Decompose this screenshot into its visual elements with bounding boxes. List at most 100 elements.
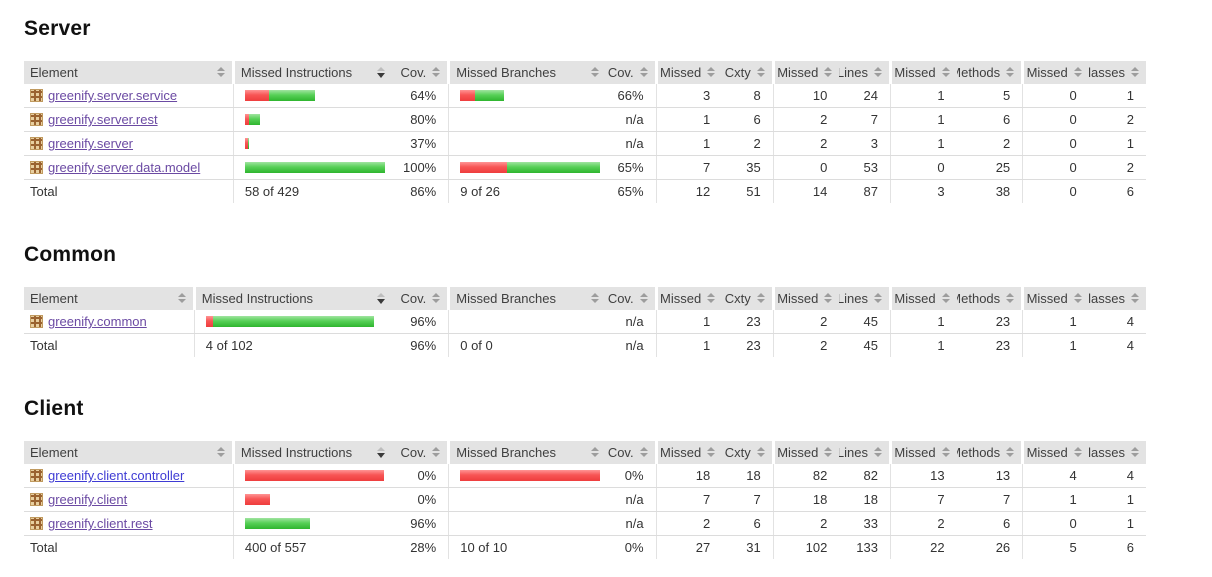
coverage-section-common: Common Element Missed Instructions Cov. Miss… [24, 243, 1188, 358]
column-header-8-lines[interactable]: Lines [839, 441, 891, 465]
package-link[interactable]: greenify.common [48, 314, 147, 330]
metric-cell: 5 [956, 84, 1023, 109]
bar-covered-segment [248, 114, 260, 126]
package-link[interactable]: greenify.server.service [48, 88, 178, 104]
total-metric-cell: 38 [995, 184, 1011, 200]
column-header-8-lines[interactable]: Lines [839, 287, 891, 311]
bar-covered-segment [212, 316, 374, 328]
column-header-1-missed-instructions[interactable]: Missed Instructions [192, 287, 392, 311]
column-header-1-missed-instructions[interactable]: Missed Instructions [231, 441, 392, 465]
metric-cell: 3 [655, 84, 723, 109]
coverage-bar [244, 90, 386, 102]
table-row: greenify.client.controller 0% 0% 18 18 82 82 13… [24, 464, 1146, 489]
table-row: greenify.common 96% n/a 1 23 2 45 1 23 1 4 [24, 310, 1146, 335]
column-header-6-cxty[interactable]: Cxty [722, 61, 774, 85]
sort-updown-icon [873, 447, 883, 458]
column-header-5-missed[interactable]: Missed [654, 287, 723, 311]
column-header-8-lines[interactable]: Lines [839, 61, 891, 85]
column-header-label: Cxty [724, 445, 751, 461]
column-header-0-element[interactable]: Element [24, 61, 234, 85]
package-link[interactable]: greenify.server.data.model [48, 160, 201, 176]
total-metric-cell: 4 [1126, 338, 1134, 354]
column-header-11-missed[interactable]: Missed [1021, 61, 1089, 85]
metric-cell: 0 [772, 155, 840, 181]
package-link[interactable]: greenify.client.controller [48, 468, 185, 484]
column-header-label: Missed Instructions [201, 291, 314, 307]
package-link[interactable]: greenify.server [48, 136, 134, 152]
column-header-label: Element [30, 291, 78, 307]
column-header-9-missed[interactable]: Missed [888, 441, 957, 465]
sort-updown-icon [824, 447, 833, 458]
column-header-label: Lines [839, 291, 868, 307]
column-header-0-element[interactable]: Element [24, 441, 234, 465]
column-header-10-methods[interactable]: Methods [956, 61, 1023, 85]
column-header-12-classes[interactable]: Classes [1088, 287, 1146, 311]
column-header-1-missed-instructions[interactable]: Missed Instructions [231, 61, 392, 85]
coverage-bar [460, 470, 600, 482]
instruction-coverage-cell: 0% [391, 464, 449, 489]
metric-cell: 1 [1022, 487, 1089, 513]
column-header-10-methods[interactable]: Methods [956, 441, 1023, 465]
missed-branches-bar-cell [448, 487, 606, 513]
total-missed-instructions: 58 of 429 [232, 179, 392, 204]
column-header-3-missed-branches[interactable]: Missed Branches [447, 441, 606, 465]
column-header-2-cov-[interactable]: Cov. [391, 441, 449, 465]
column-header-7-missed[interactable]: Missed [771, 287, 840, 311]
missed-instructions-bar-cell [232, 84, 392, 109]
sort-updown-icon [591, 293, 600, 304]
column-header-label: Cxty [724, 65, 751, 81]
metric-cell: 4 [1088, 464, 1146, 489]
column-header-7-missed[interactable]: Missed [771, 441, 840, 465]
sort-desc-icon [376, 293, 386, 305]
table-row: greenify.server.data.model 100% 65% 7 35 0 53 0… [24, 155, 1146, 181]
metric-cell: 2 [772, 511, 840, 537]
column-header-2-cov-[interactable]: Cov. [391, 61, 449, 85]
column-header-label: Missed Branches [456, 65, 556, 81]
sort-updown-icon [707, 67, 716, 78]
column-header-10-methods[interactable]: Methods [956, 287, 1023, 311]
metric-cell: 18 [772, 487, 840, 513]
column-header-7-missed[interactable]: Missed [771, 61, 840, 85]
section-title: Server [24, 17, 91, 40]
column-header-12-classes[interactable]: Classes [1088, 61, 1146, 85]
total-metric-cell: 51 [746, 184, 761, 200]
column-header-label: Cov. [400, 445, 427, 461]
metric-cell: 0 [1022, 511, 1089, 537]
instruction-coverage-cell: 100% [391, 155, 449, 181]
total-metric-cell: 5 [1022, 535, 1089, 560]
coverage-bar [244, 470, 386, 482]
package-link[interactable]: greenify.client [48, 492, 128, 508]
table-row: greenify.server.rest 80% n/a 1 6 2 7 1 6 0 2 [24, 107, 1146, 133]
column-header-11-missed[interactable]: Missed [1021, 287, 1089, 311]
column-header-4-cov-[interactable]: Cov. [606, 287, 657, 311]
column-header-6-cxty[interactable]: Cxty [722, 441, 774, 465]
column-header-2-cov-[interactable]: Cov. [391, 287, 449, 311]
sort-updown-icon [1131, 293, 1140, 304]
column-header-12-classes[interactable]: Classes [1088, 441, 1146, 465]
bar-covered-segment [244, 162, 385, 174]
metric-cell: 2 [722, 131, 774, 157]
bar-missed-segment [460, 162, 508, 174]
column-header-3-missed-branches[interactable]: Missed Branches [447, 61, 606, 85]
package-link[interactable]: greenify.client.rest [48, 516, 153, 532]
column-header-5-missed[interactable]: Missed [654, 61, 723, 85]
metric-cell: 7 [839, 107, 891, 133]
column-header-11-missed[interactable]: Missed [1021, 441, 1089, 465]
instruction-coverage-cell: 64% [391, 84, 449, 109]
column-header-6-cxty[interactable]: Cxty [722, 287, 774, 311]
total-metric-cell: 22 [889, 535, 957, 560]
sort-updown-icon [756, 67, 766, 78]
column-header-5-missed[interactable]: Missed [654, 441, 723, 465]
package-link[interactable]: greenify.server.rest [48, 112, 158, 128]
column-header-9-missed[interactable]: Missed [888, 287, 957, 311]
column-header-3-missed-branches[interactable]: Missed Branches [447, 287, 606, 311]
column-header-9-missed[interactable]: Missed [888, 61, 957, 85]
bar-covered-segment [247, 138, 249, 150]
bar-missed-segment [244, 138, 248, 150]
column-header-4-cov-[interactable]: Cov. [606, 61, 657, 85]
sort-updown-icon [591, 67, 600, 78]
column-header-4-cov-[interactable]: Cov. [606, 441, 657, 465]
column-header-0-element[interactable]: Element [24, 287, 195, 311]
metric-cell: 18 [839, 487, 891, 513]
metric-cell: 1 [889, 310, 957, 335]
